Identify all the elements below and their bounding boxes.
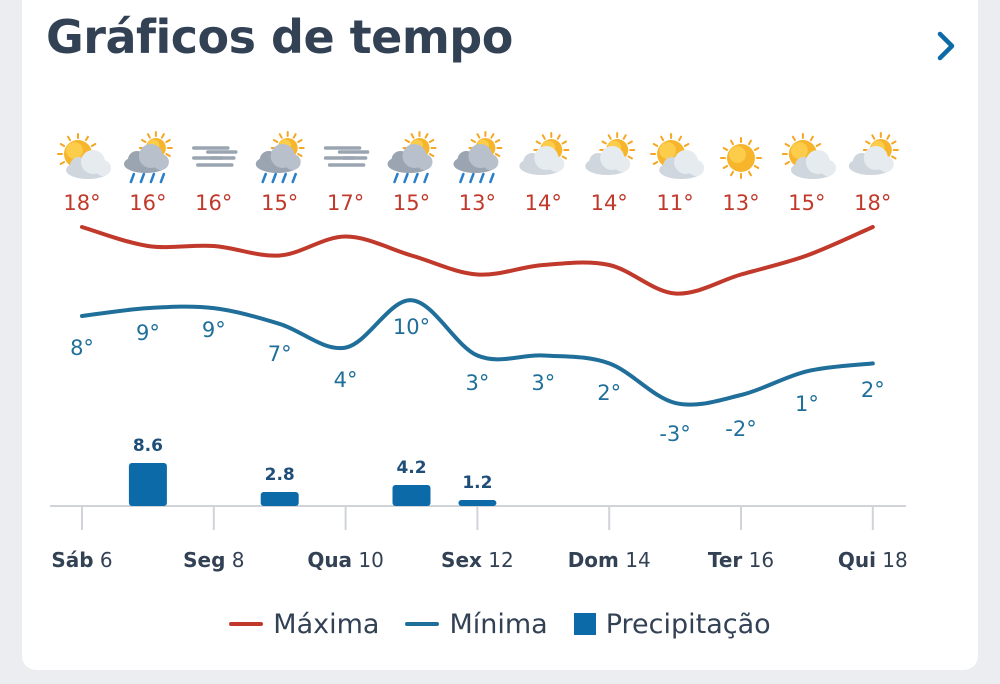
min-temp-label: 2° [597,381,621,405]
x-tick-label: Qui 18 [838,548,908,572]
sun-cloud-rain-icon [453,131,503,184]
min-temp-label: 10° [393,315,430,339]
max-temp-label: 13° [459,191,496,215]
legend-max-label: Máxima [273,608,380,640]
max-temp-label: 15° [261,191,298,215]
partly-sunny-icon [650,133,705,179]
sun-icon [720,137,762,179]
min-temp-label: 2° [861,378,885,402]
min-temp-label: -2° [725,417,756,441]
min-temp-label: -3° [659,422,690,446]
precip-bar [128,463,167,506]
partly-cloudy-icon [848,132,899,175]
min-temp-label: 3° [531,371,555,395]
max-temp-line [80,225,875,296]
partly-cloudy-icon [585,132,636,175]
legend-min: Mínima [405,608,548,640]
max-temp-label: 18° [854,191,891,215]
min-temp-label: 9° [202,318,226,342]
sun-cloud-rain-icon [123,131,173,184]
precip-bar [458,500,497,506]
legend-min-label: Mínima [449,608,548,640]
x-tick-label: Sex 12 [441,548,514,572]
sun-cloud-rain-icon [255,131,305,184]
chart-legend: Máxima Mínima Precipitação [0,604,1000,644]
max-temp-label: 15° [393,191,430,215]
x-tick-label: Seg 8 [183,548,244,572]
min-temp-label: 4° [334,368,358,392]
max-temp-label: 15° [788,191,825,215]
weather-chart: 8.6 2.8 4.2 1.2 18° 16° 16° 15° 17° 15° 13° 14° 14° 1… [50,131,908,572]
max-temp-label: 11° [656,191,693,215]
precip-value-label: 8.6 [133,436,163,456]
precip-bar [392,485,431,506]
min-temp-label: 1° [795,392,819,416]
precip-value-label: 4.2 [396,458,426,478]
chevron-right-icon[interactable] [926,26,966,66]
max-temp-label: 13° [722,191,759,215]
partly-sunny-icon [57,133,111,179]
sun-cloud-rain-icon [387,131,437,184]
min-temp-label: 8° [70,336,94,360]
x-tick-label: Dom 14 [568,548,651,572]
precip-value-label: 2.8 [265,465,295,485]
fog-icon [192,146,238,167]
precip-value-label: 1.2 [462,473,492,493]
max-temp-label: 14° [525,191,562,215]
max-temp-label: 16° [195,191,232,215]
max-temp-label: 18° [63,191,100,215]
max-temp-label: 16° [129,191,166,215]
legend-precip-label: Precipitação [605,608,771,640]
legend-min-swatch [405,622,440,626]
min-temp-line [80,298,875,407]
x-tick-label: Qua 10 [307,548,384,572]
legend-precip-swatch [573,613,596,635]
page-title: Gráficos de tempo [46,10,513,64]
x-tick-label: Ter 16 [708,548,774,572]
weather-chart-card [22,0,978,670]
legend-max: Máxima [229,609,379,640]
min-temp-label: 3° [465,371,489,395]
fog-icon [323,146,370,167]
min-temp-label: 9° [136,321,160,345]
x-tick-label: Sáb 6 [51,548,112,572]
max-temp-label: 14° [591,191,628,215]
precip-bar [260,492,299,506]
min-temp-label: 7° [268,342,292,366]
legend-max-swatch [229,622,264,626]
legend-precip: Precipitação [573,608,771,640]
partly-sunny-icon [781,133,836,179]
partly-cloudy-icon [519,132,570,175]
max-temp-label: 17° [327,191,364,215]
